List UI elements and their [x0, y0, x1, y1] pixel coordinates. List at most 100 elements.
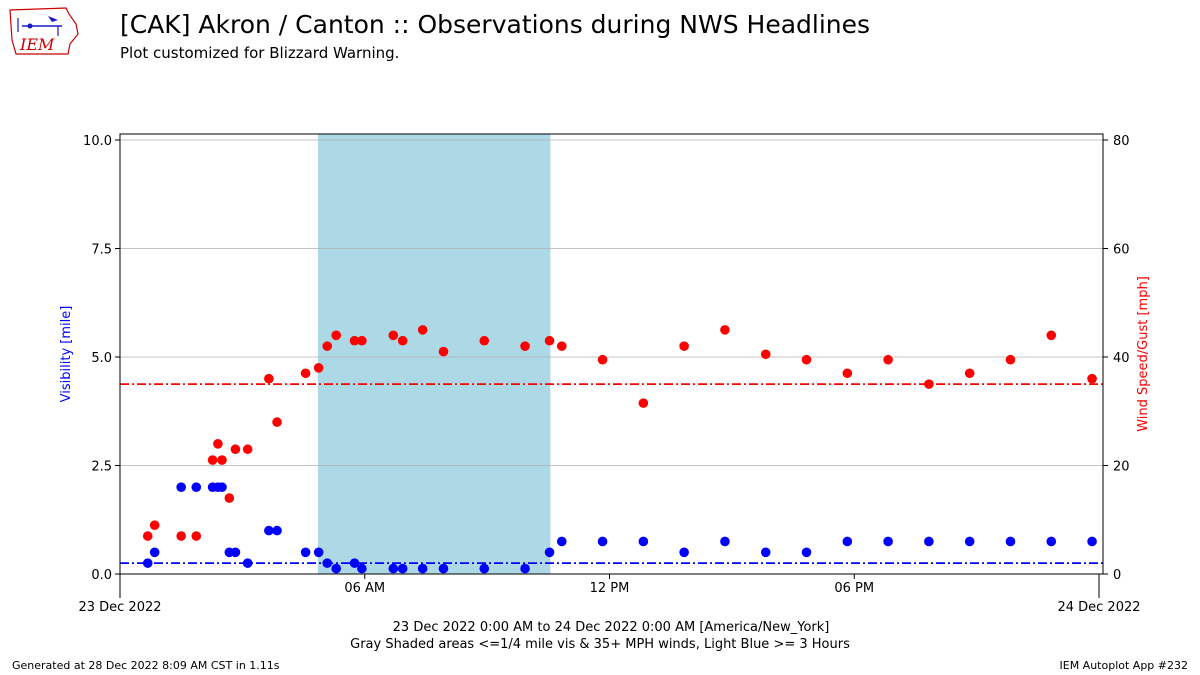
- wind-point-4: [207, 455, 218, 465]
- threshold-lines: [120, 383, 1103, 565]
- visibility-point-31: [801, 547, 812, 558]
- wind-point-22: [479, 335, 490, 346]
- visibility-point-30: [760, 547, 771, 558]
- wind-point-12: [300, 368, 311, 379]
- wind-point-26: [597, 354, 608, 365]
- visibility-point-32: [842, 536, 853, 547]
- wind-point-15: [331, 330, 341, 341]
- visibility-point-13: [313, 547, 324, 558]
- visibility-point-22: [479, 563, 490, 574]
- visibility-point-35: [964, 536, 975, 547]
- visibility-point-18: [388, 563, 399, 574]
- right-tick-label-4: 80: [1113, 134, 1130, 149]
- visibility-point-9: [242, 558, 253, 568]
- right-tick-label-2: 40: [1113, 351, 1130, 366]
- wind-point-2: [176, 531, 186, 541]
- plot-frame: [119, 133, 1104, 575]
- visibility-point-25: [556, 536, 567, 547]
- left-tick-label-4: 10.0: [83, 134, 112, 149]
- visibility-point-23: [520, 563, 530, 574]
- visibility-point-12: [300, 547, 311, 558]
- wind-point-13: [313, 363, 324, 373]
- wind-point-10: [264, 373, 274, 384]
- x-axis-label-legend-note: Gray Shaded areas <=1/4 mile vis & 35+ M…: [350, 637, 850, 652]
- x-tick-label-1: 06 AM: [344, 581, 385, 596]
- wind-point-11: [272, 417, 282, 427]
- visibility-point-33: [883, 536, 893, 547]
- shaded-period: [317, 134, 551, 574]
- right-axis: 0 20 40 60 80: [1103, 134, 1130, 583]
- wind-point-32: [842, 368, 853, 379]
- x-axis-label-range: 23 Dec 2022 0:00 AM to 24 Dec 2022 0:00 …: [393, 620, 830, 635]
- wind-point-8: [230, 444, 241, 455]
- visibility-point-28: [679, 547, 689, 558]
- visibility-point-29: [720, 536, 730, 547]
- visibility-point-16: [349, 558, 360, 568]
- wind-point-35: [964, 368, 975, 379]
- x-tick-label-3: 06 PM: [834, 581, 874, 596]
- left-axis-label: Visibility [mile]: [59, 306, 74, 403]
- chart-title: [CAK] Akron / Canton :: Observations dur…: [120, 10, 871, 39]
- left-axis: 0.0 2.5 5.0 7.5 10.0: [83, 134, 120, 583]
- visibility-point-10: [264, 525, 274, 536]
- visibility-point-19: [397, 563, 408, 574]
- chart-subtitle: Plot customized for Blizzard Warning.: [120, 44, 400, 62]
- x-axis: 23 Dec 2022 06 AM 12 PM 06 PM 24 Dec 2022: [78, 574, 1141, 615]
- wind-point-23: [520, 341, 530, 351]
- wind-point-37: [1046, 330, 1057, 341]
- wind-point-25: [556, 341, 567, 351]
- visibility-point-3: [191, 482, 202, 493]
- wind-point-28: [679, 341, 689, 351]
- visibility-point-8: [230, 547, 241, 558]
- right-tick-label-1: 20: [1113, 460, 1130, 475]
- visibility-point-14: [322, 558, 333, 568]
- visibility-point-1: [149, 547, 160, 558]
- wind-point-21: [438, 346, 449, 357]
- wind-point-31: [801, 354, 812, 365]
- visibility-point-0: [142, 558, 153, 568]
- x-tick-label-0: 23 Dec 2022: [78, 600, 161, 615]
- wind-point-29: [720, 325, 730, 335]
- wind-point-18: [388, 330, 399, 341]
- wind-point-17: [357, 335, 367, 346]
- visibility-point-27: [638, 536, 649, 547]
- left-tick-label-2: 5.0: [91, 351, 112, 366]
- left-tick-label-3: 7.5: [91, 243, 112, 258]
- wind-point-19: [397, 335, 408, 346]
- iowa-map-icon: IEM: [9, 7, 79, 55]
- visibility-point-17: [357, 563, 367, 574]
- wind-point-5: [213, 439, 223, 449]
- wind-point-34: [924, 379, 934, 389]
- wind-point-9: [242, 444, 253, 455]
- wind-point-14: [322, 341, 333, 351]
- wind-point-30: [760, 349, 771, 360]
- visibility-point-37: [1046, 536, 1057, 547]
- right-tick-label-0: 0: [1113, 568, 1121, 583]
- app-credit: IEM Autoplot App #232: [1059, 659, 1189, 672]
- right-axis-label: Wind Speed/Gust [mph]: [1136, 276, 1151, 432]
- visibility-point-20: [417, 563, 428, 574]
- left-tick-label-0: 0.0: [91, 568, 112, 583]
- visibility-point-11: [272, 525, 282, 536]
- wind-point-3: [191, 531, 202, 541]
- shaded-period-layer: [317, 134, 551, 574]
- visibility-point-36: [1005, 536, 1016, 547]
- wind-point-7: [224, 493, 235, 503]
- wind-point-36: [1005, 354, 1016, 365]
- x-tick-label-4: 24 Dec 2022: [1057, 600, 1140, 615]
- wind-point-16: [349, 335, 360, 346]
- wind-point-38: [1087, 373, 1097, 384]
- visibility-point-2: [176, 482, 186, 493]
- visibility-point-24: [544, 547, 555, 558]
- wind-point-0: [142, 531, 153, 541]
- visibility-point-15: [331, 563, 341, 574]
- generated-timestamp: Generated at 28 Dec 2022 8:09 AM CST in …: [12, 659, 280, 672]
- left-tick-label-1: 2.5: [91, 460, 112, 475]
- wind-point-33: [883, 354, 893, 365]
- visibility-point-26: [597, 536, 608, 547]
- x-tick-label-2: 12 PM: [590, 581, 630, 596]
- iem-logo: IEM: [6, 4, 82, 60]
- wind-point-1: [149, 520, 160, 530]
- logo-text: IEM: [19, 35, 55, 54]
